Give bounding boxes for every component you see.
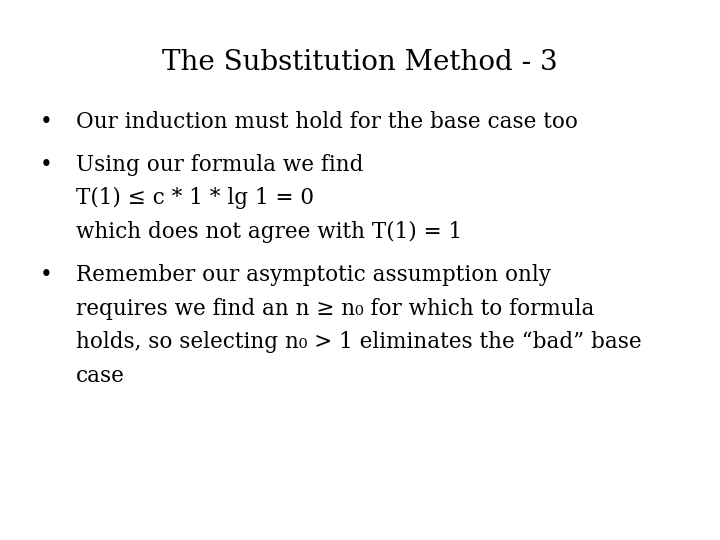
Text: holds, so selecting n₀ > 1 eliminates the “bad” base: holds, so selecting n₀ > 1 eliminates th… — [76, 331, 642, 353]
Text: •: • — [40, 264, 53, 286]
Text: •: • — [40, 111, 53, 133]
Text: Using our formula we find: Using our formula we find — [76, 154, 363, 176]
Text: T(1) ≤ c * 1 * lg 1 = 0: T(1) ≤ c * 1 * lg 1 = 0 — [76, 187, 314, 210]
Text: Our induction must hold for the base case too: Our induction must hold for the base cas… — [76, 111, 577, 133]
Text: Remember our asymptotic assumption only: Remember our asymptotic assumption only — [76, 264, 551, 286]
Text: requires we find an n ≥ n₀ for which to formula: requires we find an n ≥ n₀ for which to … — [76, 298, 594, 320]
Text: case: case — [76, 364, 125, 387]
Text: The Substitution Method - 3: The Substitution Method - 3 — [162, 49, 558, 76]
Text: •: • — [40, 154, 53, 176]
Text: which does not agree with T(1) = 1: which does not agree with T(1) = 1 — [76, 221, 462, 243]
